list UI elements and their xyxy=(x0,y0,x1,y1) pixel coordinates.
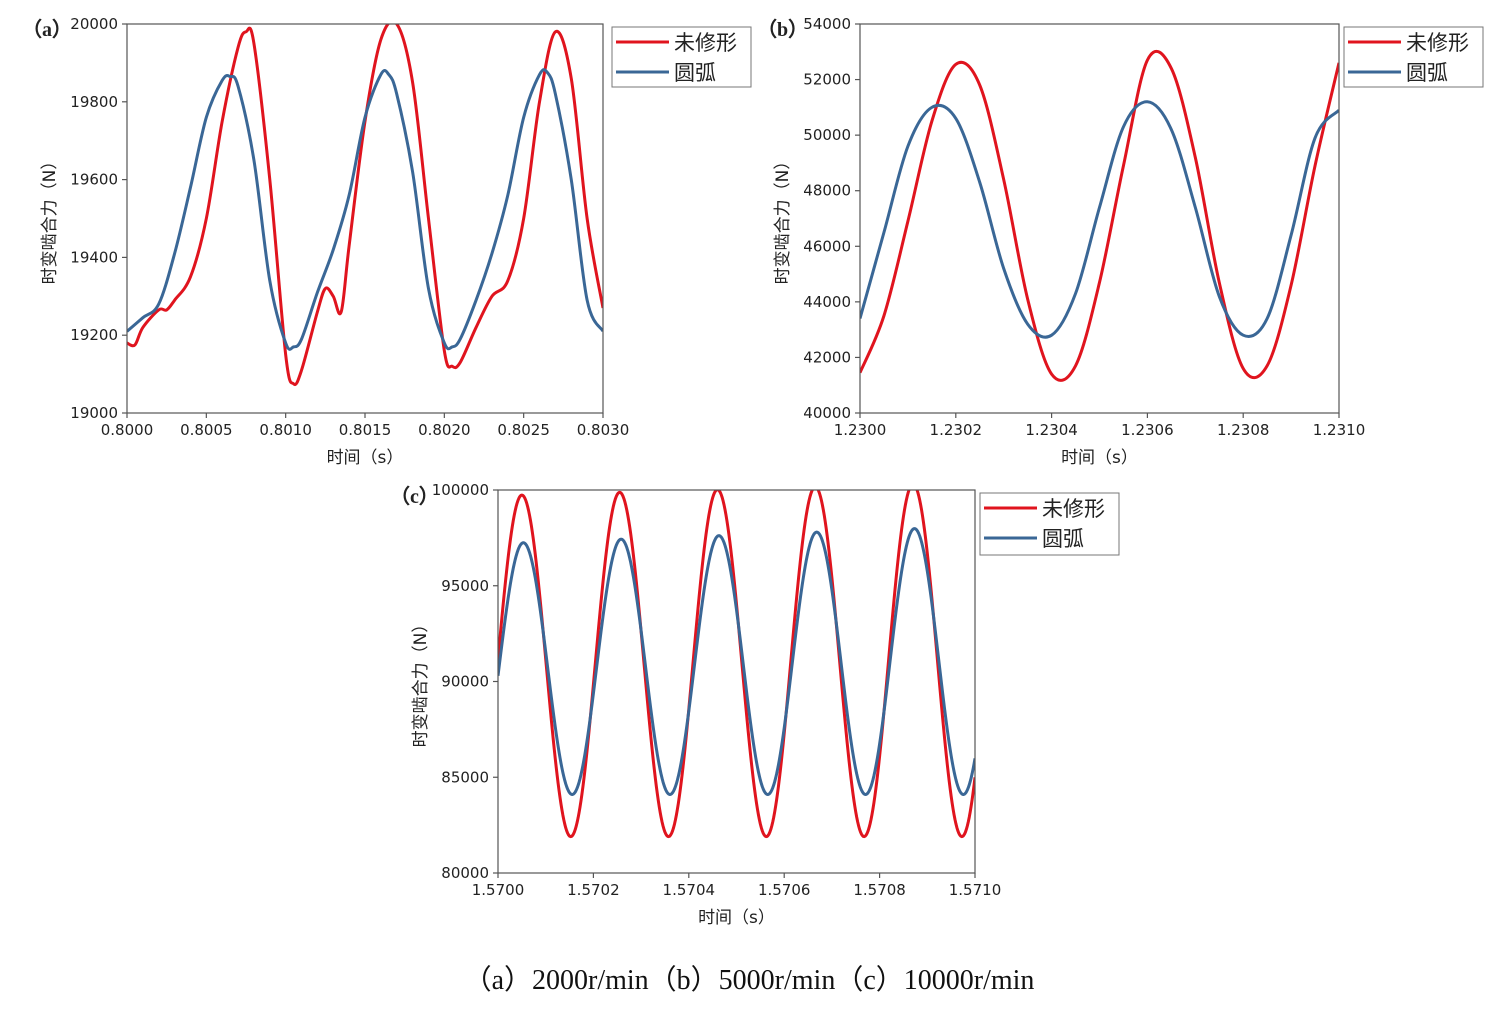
series-line-arc-c xyxy=(498,527,975,796)
y-tick-label: 40000 xyxy=(803,404,851,422)
plot-frame-b xyxy=(859,23,1340,414)
y-tick-label: 19400 xyxy=(70,248,118,266)
y-tick-label: 44000 xyxy=(803,293,851,311)
legend-label: 圆弧 xyxy=(674,61,716,85)
y-tick-label: 19200 xyxy=(70,326,118,344)
x-tick-label: 0.8025 xyxy=(497,421,550,439)
y-axis-title: 时变啮合力（N） xyxy=(411,616,431,748)
y-tick-label: 85000 xyxy=(441,768,489,786)
x-tick-label: 1.2308 xyxy=(1217,421,1270,439)
chart-panel-c: 1.5700 1.5702 1.5704 1.5706 1.5708 1.5710 8000… xyxy=(390,481,1120,928)
y-tick-label: 100000 xyxy=(432,481,489,499)
x-tick-label: 1.2310 xyxy=(1313,421,1366,439)
y-tick-label: 90000 xyxy=(441,673,489,691)
x-tick-label: 1.2304 xyxy=(1025,421,1078,439)
plot-frame-a xyxy=(126,23,604,414)
panel-tag: （b） xyxy=(757,18,808,41)
x-tick-label: 1.5702 xyxy=(567,881,620,899)
legend-label: 未修形 xyxy=(1042,497,1105,521)
x-tick-label: 1.5704 xyxy=(663,881,716,899)
x-tick-label: 0.8005 xyxy=(180,421,233,439)
y-tick-label: 46000 xyxy=(803,237,851,255)
panel-tag: （c） xyxy=(390,485,439,508)
legend-box xyxy=(979,492,1120,556)
y-tick-label: 19800 xyxy=(70,93,118,111)
y-tick-label: 80000 xyxy=(441,864,489,882)
y-tick-label: 42000 xyxy=(803,348,851,366)
legend-label: 圆弧 xyxy=(1406,61,1448,85)
legend-label: 圆弧 xyxy=(1042,527,1084,551)
x-axis-title: 时间（s） xyxy=(327,448,404,468)
x-tick-label: 0.8030 xyxy=(577,421,630,439)
x-tick-label: 0.8010 xyxy=(259,421,312,439)
y-axis-title: 时变啮合力（N） xyxy=(40,153,60,285)
legend-label: 未修形 xyxy=(1406,31,1469,55)
series-line-arc-b xyxy=(860,100,1339,339)
y-tick-label: 54000 xyxy=(803,15,851,33)
legend-label: 未修形 xyxy=(674,31,737,55)
y-tick-label: 19000 xyxy=(70,404,118,422)
y-tick-label: 48000 xyxy=(803,182,851,200)
series-line-arc-a xyxy=(127,68,603,351)
x-tick-label: 1.5710 xyxy=(949,881,1002,899)
x-tick-label: 0.8015 xyxy=(339,421,392,439)
x-tick-label: 1.5700 xyxy=(472,881,525,899)
y-axis-title: 时变啮合力（N） xyxy=(773,153,793,285)
x-axis-title: 时间（s） xyxy=(1061,448,1138,468)
chart-panel-a: 0.8000 0.8005 0.8010 0.8015 0.8020 0.8025 0.80… xyxy=(22,15,752,468)
x-tick-label: 1.5708 xyxy=(853,881,906,899)
x-tick-label: 0.8020 xyxy=(418,421,471,439)
y-tick-label: 20000 xyxy=(70,15,118,33)
figure-caption: （a）2000r/min（b）5000r/min（c）10000r/min xyxy=(463,965,1035,996)
legend-box xyxy=(611,26,752,88)
x-tick-label: 0.8000 xyxy=(101,421,154,439)
x-tick-label: 1.2300 xyxy=(834,421,887,439)
y-tick-label: 19600 xyxy=(70,171,118,189)
legend-box xyxy=(1343,26,1484,88)
series-line-unmodified-a xyxy=(127,24,603,386)
figure-canvas: 0.8000 0.8005 0.8010 0.8015 0.8020 0.8025 0.80… xyxy=(22,15,1484,928)
x-tick-label: 1.2306 xyxy=(1121,421,1174,439)
x-axis-title: 时间（s） xyxy=(698,908,775,928)
y-tick-label: 95000 xyxy=(441,577,489,595)
x-tick-label: 1.2302 xyxy=(930,421,983,439)
y-tick-label: 50000 xyxy=(803,126,851,144)
chart-panel-b: 1.2300 1.2302 1.2304 1.2306 1.2308 1.2310 4000… xyxy=(757,15,1484,468)
y-tick-label: 52000 xyxy=(803,71,851,89)
series-line-unmodified-c xyxy=(498,490,975,839)
series-line-unmodified-b xyxy=(860,49,1339,382)
plot-frame-c xyxy=(497,489,976,874)
x-tick-label: 1.5706 xyxy=(758,881,811,899)
panel-tag: （a） xyxy=(22,18,72,41)
